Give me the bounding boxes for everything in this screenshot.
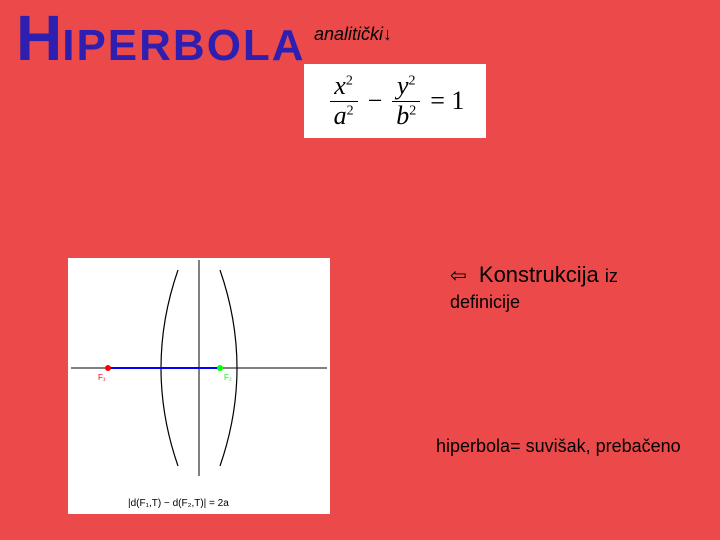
fraction-y: y2 b2 — [392, 72, 420, 130]
konstrukcija-line: ⇦ Konstrukcija iz — [450, 262, 618, 288]
hyperbola-graph: F₁ F₂ |d(F₁,T) − d(F₂,T)| = 2a — [68, 258, 330, 514]
eq-b-exp: 2 — [409, 103, 416, 118]
definicije-label: definicije — [450, 292, 520, 313]
eq-a-exp: 2 — [347, 103, 354, 118]
graph-svg: F₁ F₂ |d(F₁,T) − d(F₂,T)| = 2a — [68, 258, 330, 514]
eq-y: y — [397, 71, 409, 100]
graph-bottom-equation: |d(F₁,T) − d(F₂,T)| = 2a — [128, 498, 229, 509]
hyperbola-equation: x2 a2 − y2 b2 = 1 — [304, 64, 486, 138]
title-initial: H — [16, 2, 62, 74]
subtitle-analiticki: analitički↓ — [314, 24, 392, 45]
footer-text: hiperbola= suvišak, prebačeno — [436, 436, 681, 457]
eq-a: a — [334, 101, 347, 130]
fraction-x: x2 a2 — [330, 72, 358, 130]
eq-x: x — [334, 71, 346, 100]
konstrukcija-iz: iz — [605, 266, 618, 286]
focus-f2 — [217, 365, 223, 371]
slide-title: HIPERBOLA — [16, 6, 306, 70]
title-rest: IPERBOLA — [62, 21, 305, 70]
f1-label: F₁ — [98, 373, 106, 382]
eq-b: b — [396, 101, 409, 130]
konstrukcija-label: Konstrukcija — [479, 262, 599, 287]
slide: HIPERBOLA analitički↓ x2 a2 − y2 b2 = 1 … — [0, 0, 720, 540]
eq-minus: − — [368, 86, 383, 116]
eq-x-exp: 2 — [346, 73, 353, 88]
f2-label: F₂ — [224, 373, 232, 382]
arrow-left-icon: ⇦ — [450, 265, 467, 287]
eq-y-exp: 2 — [409, 73, 416, 88]
eq-equals-one: = 1 — [430, 86, 464, 116]
focus-f1 — [105, 365, 111, 371]
